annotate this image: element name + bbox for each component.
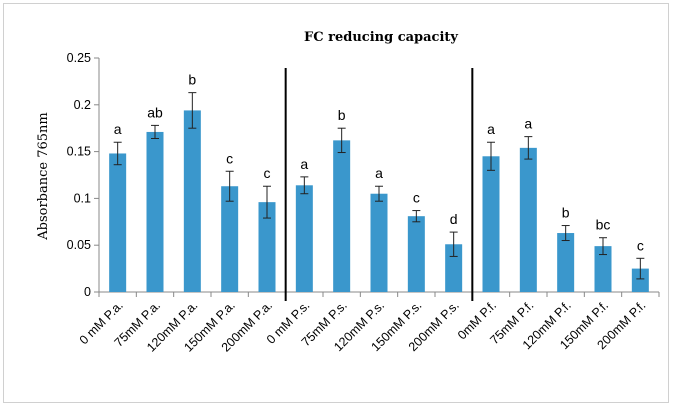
significance-letter: c [413, 190, 420, 206]
chart-title: FC reducing capacity [304, 30, 458, 45]
bar [407, 216, 425, 292]
bar [146, 131, 164, 292]
y-tick-label: 0.1 [74, 191, 91, 205]
significance-letter: d [450, 211, 458, 227]
significance-letter: b [338, 107, 346, 123]
bar [258, 202, 276, 292]
significance-letter: a [375, 165, 383, 181]
y-tick-label: 0 [84, 285, 91, 299]
bar [594, 246, 612, 292]
significance-letter: a [487, 121, 495, 137]
significance-letter: b [562, 205, 570, 221]
y-tick-label: 0.2 [74, 98, 91, 112]
bar [333, 140, 351, 292]
bar [221, 186, 239, 292]
y-tick-label: 0.15 [67, 145, 91, 159]
significance-letter: bc [596, 217, 611, 233]
significance-letter: c [226, 150, 233, 166]
bar [183, 110, 201, 292]
y-tick-label: 0.05 [67, 238, 91, 252]
bar [295, 185, 313, 292]
bar [109, 153, 127, 292]
y-tick-label: 0.25 [67, 51, 91, 65]
significance-letter: b [188, 72, 196, 88]
significance-letter: a [114, 121, 122, 137]
significance-letter: a [524, 116, 532, 132]
y-axis-label: Absorbance 765nm [36, 112, 51, 241]
bar [370, 193, 388, 292]
bar [557, 233, 575, 292]
significance-letter: c [264, 165, 271, 181]
bar [631, 268, 649, 292]
significance-letter: ab [147, 104, 163, 120]
significance-letter: a [300, 156, 308, 172]
significance-letter: c [637, 237, 644, 253]
bar [445, 244, 463, 292]
bar [519, 147, 537, 292]
bar [482, 156, 500, 292]
